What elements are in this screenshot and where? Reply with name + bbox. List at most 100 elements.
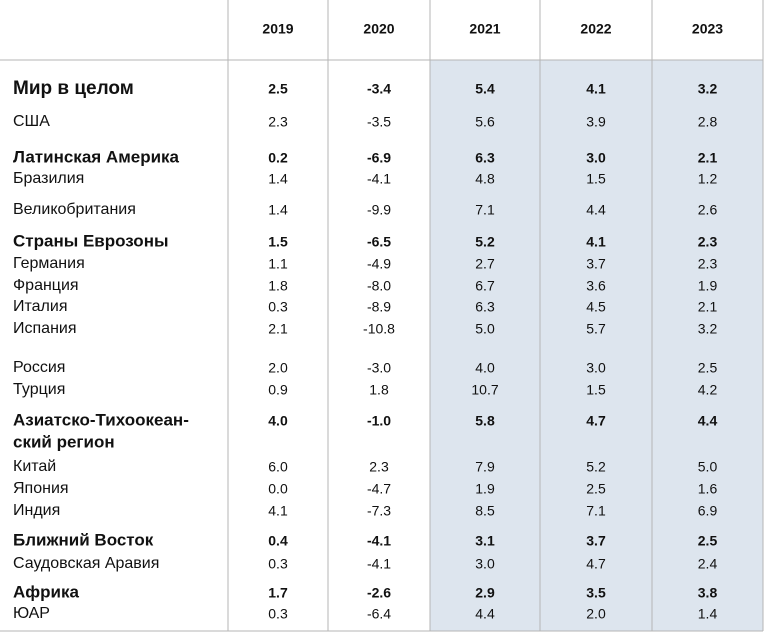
- cell-value: 3.0: [475, 556, 495, 572]
- cell-value: 2.5: [586, 481, 606, 497]
- row-label: Мир в целом: [13, 78, 134, 99]
- cell-value: 5.6: [475, 114, 495, 130]
- cell-value: 8.5: [475, 503, 495, 519]
- row-label: Испания: [13, 320, 77, 337]
- column-header: 2021: [469, 21, 500, 37]
- cell-value: -3.0: [367, 360, 391, 376]
- cell-value: 2.3: [698, 256, 718, 272]
- shaded-column: [652, 60, 763, 631]
- cell-value: -6.4: [367, 606, 391, 622]
- row-label: Азиатско-Тихоокеан-: [13, 410, 189, 429]
- cell-value: -8.0: [367, 278, 391, 294]
- cell-value: 3.5: [586, 585, 606, 601]
- cell-value: 6.3: [475, 150, 495, 166]
- cell-value: 1.5: [268, 234, 288, 250]
- cell-value: 2.0: [268, 360, 288, 376]
- cell-value: 1.7: [268, 585, 288, 601]
- column-header: 2022: [580, 21, 611, 37]
- cell-value: 3.0: [586, 360, 606, 376]
- row-label: Великобритания: [13, 201, 136, 218]
- row-label: Ближний Восток: [13, 530, 154, 549]
- cell-value: 0.3: [268, 606, 288, 622]
- cell-value: 1.1: [268, 256, 288, 272]
- cell-value: -2.6: [367, 585, 391, 601]
- row-label: Страны Еврозоны: [13, 231, 168, 250]
- cell-value: 5.7: [586, 321, 606, 337]
- cell-value: 7.1: [475, 202, 495, 218]
- row-label: Германия: [13, 255, 85, 272]
- cell-value: 0.9: [268, 382, 288, 398]
- shaded-column: [540, 60, 652, 631]
- cell-value: 1.5: [586, 382, 606, 398]
- cell-value: 1.4: [268, 171, 288, 187]
- cell-value: 2.3: [698, 234, 718, 250]
- cell-value: 0.2: [268, 150, 288, 166]
- cell-value: 10.7: [471, 382, 498, 398]
- cell-value: 2.6: [698, 202, 718, 218]
- row-label: Турция: [13, 381, 65, 398]
- cell-value: 3.6: [586, 278, 606, 294]
- cell-value: 2.8: [698, 114, 718, 130]
- cell-value: 0.3: [268, 299, 288, 315]
- cell-value: -3.5: [367, 114, 391, 130]
- cell-value: -4.1: [367, 533, 391, 549]
- row-label: Франция: [13, 277, 79, 294]
- cell-value: 2.3: [268, 114, 288, 130]
- cell-value: 2.5: [698, 360, 718, 376]
- cell-value: -4.1: [367, 171, 391, 187]
- column-header: 2023: [692, 21, 723, 37]
- row-label: Саудовская Аравия: [13, 555, 159, 572]
- cell-value: -7.3: [367, 503, 391, 519]
- cell-value: -8.9: [367, 299, 391, 315]
- cell-value: 1.4: [698, 606, 718, 622]
- cell-value: 6.7: [475, 278, 495, 294]
- shaded-column: [430, 60, 540, 631]
- cell-value: 5.4: [475, 81, 495, 97]
- cell-value: 4.1: [586, 81, 606, 97]
- cell-value: -4.7: [367, 481, 391, 497]
- cell-value: 1.9: [698, 278, 718, 294]
- cell-value: 2.1: [698, 299, 718, 315]
- cell-value: 3.7: [586, 533, 606, 549]
- cell-value: 2.1: [268, 321, 288, 337]
- cell-value: -4.1: [367, 556, 391, 572]
- cell-value: 3.9: [586, 114, 606, 130]
- cell-value: 2.3: [369, 459, 389, 475]
- cell-value: 4.5: [586, 299, 606, 315]
- cell-value: 2.9: [475, 585, 495, 601]
- cell-value: 7.1: [586, 503, 606, 519]
- row-label: Япония: [13, 480, 69, 497]
- cell-value: 4.7: [586, 556, 606, 572]
- cell-value: 4.8: [475, 171, 495, 187]
- row-label: Россия: [13, 359, 65, 376]
- cell-value: 3.1: [475, 533, 495, 549]
- cell-value: 1.9: [475, 481, 495, 497]
- cell-value: -9.9: [367, 202, 391, 218]
- cell-value: -4.9: [367, 256, 391, 272]
- cell-value: 4.1: [268, 503, 288, 519]
- row-label: Индия: [13, 502, 60, 519]
- cell-value: 5.0: [698, 459, 718, 475]
- column-header: 2020: [363, 21, 394, 37]
- cell-value: 2.7: [475, 256, 495, 272]
- cell-value: -10.8: [363, 321, 395, 337]
- cell-value: 2.5: [698, 533, 718, 549]
- cell-value: -1.0: [367, 413, 391, 429]
- cell-value: 1.8: [369, 382, 389, 398]
- cell-value: 1.8: [268, 278, 288, 294]
- cell-value: 5.2: [586, 459, 606, 475]
- cell-value: 5.0: [475, 321, 495, 337]
- cell-value: 3.2: [698, 321, 718, 337]
- cell-value: 4.4: [475, 606, 495, 622]
- row-label: Бразилия: [13, 170, 84, 187]
- row-label: ЮАР: [13, 605, 50, 622]
- cell-value: 4.1: [586, 234, 606, 250]
- cell-value: 5.8: [475, 413, 495, 429]
- cell-value: 0.3: [268, 556, 288, 572]
- cell-value: 4.4: [698, 413, 718, 429]
- cell-value: 1.2: [698, 171, 718, 187]
- cell-value: 2.0: [586, 606, 606, 622]
- cell-value: 6.0: [268, 459, 288, 475]
- cell-value: 1.6: [698, 481, 718, 497]
- cell-value: 5.2: [475, 234, 495, 250]
